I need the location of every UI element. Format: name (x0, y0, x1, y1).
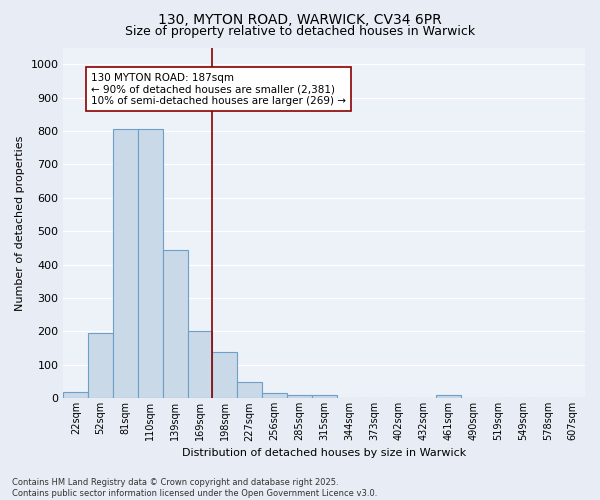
Text: Contains HM Land Registry data © Crown copyright and database right 2025.
Contai: Contains HM Land Registry data © Crown c… (12, 478, 377, 498)
Text: 130, MYTON ROAD, WARWICK, CV34 6PR: 130, MYTON ROAD, WARWICK, CV34 6PR (158, 12, 442, 26)
Bar (113, 130, 138, 398)
X-axis label: Distribution of detached houses by size in Warwick: Distribution of detached houses by size … (182, 448, 466, 458)
Text: 130 MYTON ROAD: 187sqm
← 90% of detached houses are smaller (2,381)
10% of semi-: 130 MYTON ROAD: 187sqm ← 90% of detached… (91, 72, 346, 106)
Bar (237, 382, 262, 398)
Bar (212, 352, 237, 399)
Bar (188, 332, 212, 398)
Bar (88, 333, 113, 398)
Bar (64, 392, 88, 398)
Bar (138, 130, 163, 398)
Bar (262, 394, 287, 398)
Bar (287, 395, 312, 398)
Bar (163, 250, 188, 398)
Bar (436, 395, 461, 398)
Text: Size of property relative to detached houses in Warwick: Size of property relative to detached ho… (125, 25, 475, 38)
Y-axis label: Number of detached properties: Number of detached properties (15, 135, 25, 310)
Bar (312, 395, 337, 398)
